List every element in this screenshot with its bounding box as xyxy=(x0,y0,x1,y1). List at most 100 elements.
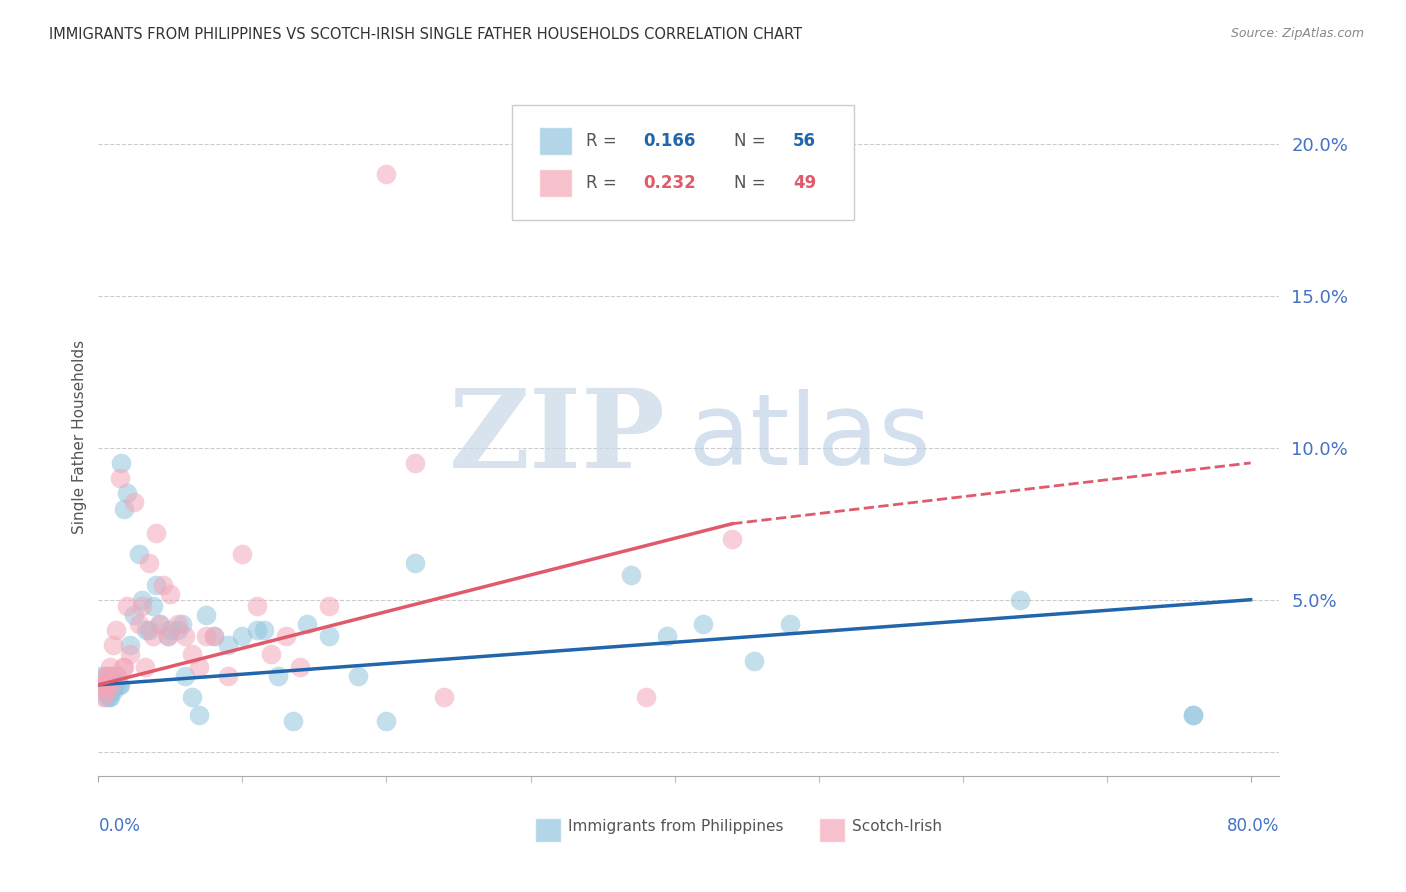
Text: N =: N = xyxy=(734,174,770,192)
Point xyxy=(138,556,160,570)
Text: Source: ZipAtlas.com: Source: ZipAtlas.com xyxy=(1230,27,1364,40)
Point xyxy=(318,629,340,643)
Point xyxy=(124,607,146,622)
Point xyxy=(188,659,211,673)
Text: 80.0%: 80.0% xyxy=(1227,817,1279,835)
Bar xyxy=(536,818,561,842)
Text: 0.166: 0.166 xyxy=(643,132,695,150)
Point xyxy=(131,592,153,607)
Point xyxy=(97,690,120,704)
Point xyxy=(110,456,132,470)
Bar xyxy=(538,127,572,155)
Point xyxy=(98,659,121,673)
Point xyxy=(97,678,120,692)
Text: N =: N = xyxy=(734,132,770,150)
Point xyxy=(188,708,211,723)
Point xyxy=(96,678,118,692)
Point xyxy=(217,669,239,683)
Point xyxy=(253,623,276,637)
Point xyxy=(156,629,179,643)
Point xyxy=(105,669,128,683)
Point xyxy=(93,678,115,692)
Point xyxy=(104,678,127,692)
Point xyxy=(166,623,188,637)
Point xyxy=(111,659,134,673)
Point xyxy=(152,577,174,591)
Text: IMMIGRANTS FROM PHILIPPINES VS SCOTCH-IRISH SINGLE FATHER HOUSEHOLDS CORRELATION: IMMIGRANTS FROM PHILIPPINES VS SCOTCH-IR… xyxy=(49,27,803,42)
Point xyxy=(288,659,311,673)
Point xyxy=(120,648,142,662)
Point xyxy=(181,690,204,704)
Point xyxy=(297,617,319,632)
Point xyxy=(1182,708,1205,723)
Point xyxy=(721,532,744,546)
Point xyxy=(246,599,269,613)
Point xyxy=(124,495,146,509)
Point xyxy=(98,690,121,704)
Point xyxy=(170,617,193,632)
Text: R =: R = xyxy=(586,174,623,192)
Point xyxy=(107,678,129,692)
Point xyxy=(142,629,165,643)
Point xyxy=(94,684,117,698)
Point xyxy=(375,167,398,181)
Text: 0.0%: 0.0% xyxy=(98,817,141,835)
Point xyxy=(100,678,122,692)
Point xyxy=(96,678,118,692)
Text: Scotch-Irish: Scotch-Irish xyxy=(852,820,942,834)
Point xyxy=(346,669,368,683)
Point xyxy=(108,678,131,692)
Point xyxy=(159,587,181,601)
Point xyxy=(166,617,188,632)
Point xyxy=(231,629,253,643)
Text: 0.232: 0.232 xyxy=(643,174,696,192)
FancyBboxPatch shape xyxy=(512,105,855,220)
Point xyxy=(105,669,128,683)
Point xyxy=(274,629,297,643)
Point xyxy=(195,607,218,622)
Point xyxy=(433,690,456,704)
Point xyxy=(94,690,117,704)
Point xyxy=(779,617,801,632)
Point xyxy=(115,486,138,500)
Point xyxy=(156,629,179,643)
Point xyxy=(181,648,204,662)
Point xyxy=(375,714,398,729)
Point xyxy=(1182,708,1205,723)
Point xyxy=(128,547,150,561)
Point xyxy=(281,714,304,729)
Point xyxy=(91,684,114,698)
Point xyxy=(104,623,127,637)
Point xyxy=(120,638,142,652)
Point xyxy=(115,599,138,613)
Point xyxy=(138,623,160,637)
Point xyxy=(159,623,181,637)
Point xyxy=(202,629,225,643)
Point xyxy=(94,669,117,683)
Point xyxy=(103,669,125,683)
Point xyxy=(101,684,124,698)
Y-axis label: Single Father Households: Single Father Households xyxy=(72,340,87,534)
Point xyxy=(148,617,170,632)
Point xyxy=(1010,592,1032,607)
Point xyxy=(91,690,114,704)
Point xyxy=(202,629,225,643)
Point xyxy=(90,669,112,683)
Text: 56: 56 xyxy=(793,132,815,150)
Point xyxy=(94,669,117,683)
Point xyxy=(112,659,135,673)
Point xyxy=(657,629,679,643)
Point xyxy=(260,648,283,662)
Point xyxy=(100,669,122,683)
Point xyxy=(404,456,426,470)
Text: ZIP: ZIP xyxy=(449,384,665,491)
Point xyxy=(90,678,112,692)
Point xyxy=(135,623,157,637)
Text: 49: 49 xyxy=(793,174,815,192)
Point xyxy=(93,678,115,692)
Point xyxy=(634,690,657,704)
Point xyxy=(267,669,290,683)
Point xyxy=(620,568,643,582)
Point xyxy=(217,638,239,652)
Point xyxy=(145,577,167,591)
